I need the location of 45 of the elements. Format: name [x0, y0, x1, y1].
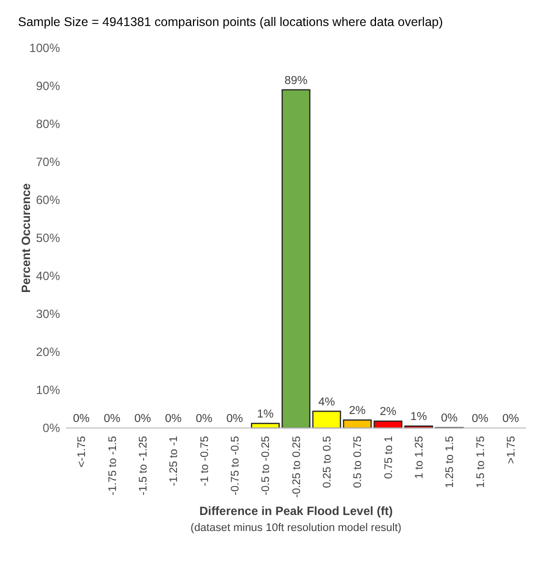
data-label: 0%: [226, 413, 243, 425]
x-axis-title: Difference in Peak Flood Level (ft): [199, 504, 393, 518]
data-label: 1%: [410, 411, 427, 424]
y-tick-label: 90%: [36, 79, 60, 94]
chart-title: Sample Size = 4941381 comparison points (all locations where data overlap): [18, 15, 443, 29]
data-label: 0%: [73, 413, 90, 425]
x-tick-label: 1.5 to 1.75: [474, 436, 487, 488]
x-tick-label: -1.25 to -1: [168, 436, 180, 486]
x-tick-label: -1 to -0.75: [198, 436, 211, 486]
x-tick-label: 1.25 to 1.5: [444, 436, 456, 488]
data-label: 4%: [318, 396, 335, 408]
x-tick-label: -1.75 to -1.5: [106, 436, 119, 496]
y-tick-label: 100%: [29, 41, 60, 56]
y-tick-label: 80%: [36, 117, 60, 132]
y-tick-label: 40%: [36, 269, 60, 284]
y-tick-label: 60%: [36, 193, 60, 208]
data-label: 0%: [441, 412, 458, 425]
x-tick-label: -0.25 to 0.25: [290, 436, 303, 498]
data-label: 0%: [502, 413, 519, 425]
y-tick-label: 10%: [36, 383, 60, 398]
data-label: 0%: [104, 413, 120, 425]
x-tick-label: -1.5 to -1.25: [138, 436, 150, 496]
y-tick-label: 50%: [36, 231, 60, 246]
x-tick-label: >1.75: [506, 436, 518, 464]
y-tick-label: 30%: [36, 307, 60, 322]
y-tick-label: 70%: [36, 155, 60, 170]
y-axis-title: Percent Occurence: [19, 182, 33, 293]
data-label: 0%: [196, 413, 212, 425]
data-label: 1%: [257, 408, 274, 420]
data-label: 89%: [284, 74, 308, 87]
x-tick-label: 0.25 to 0.5: [322, 436, 334, 488]
x-tick-label: <-1.75: [76, 436, 88, 468]
data-label: 0%: [165, 413, 182, 425]
x-tick-label: -0.5 to -0.25: [260, 436, 272, 496]
data-label: 2%: [380, 406, 396, 418]
y-tick-label: 0%: [42, 421, 60, 436]
x-tick-label: -0.75 to -0.5: [230, 436, 242, 496]
data-label: 0%: [134, 413, 151, 425]
x-tick-label: 0.75 to 1: [382, 436, 395, 479]
y-tick-label: 20%: [36, 345, 60, 360]
data-label: 2%: [349, 405, 366, 418]
data-label: 0%: [472, 413, 488, 425]
x-tick-label: 0.5 to 0.75: [352, 436, 364, 488]
text: (dataset minus 10ft resolution model result): [190, 522, 402, 534]
x-tick-label: 1 to 1.25: [414, 436, 426, 479]
